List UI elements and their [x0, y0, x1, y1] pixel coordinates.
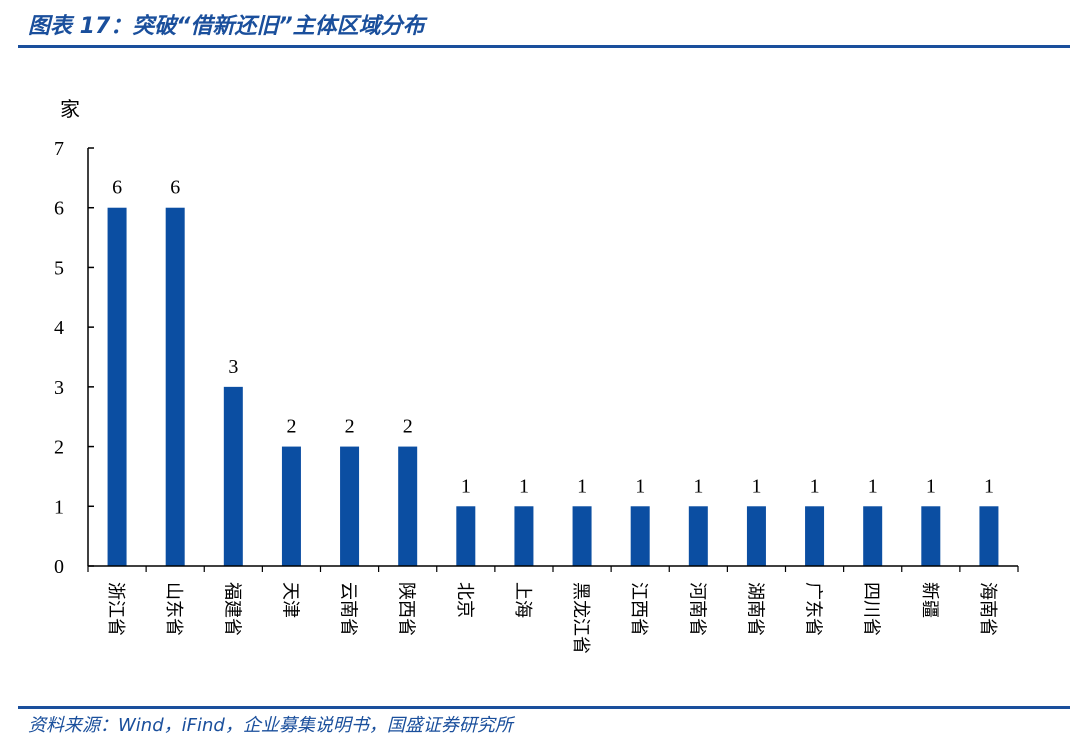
- data-label: 1: [461, 475, 471, 497]
- data-label: 3: [228, 356, 238, 378]
- y-tick-label: 6: [54, 198, 64, 220]
- y-axis-label: 家: [60, 97, 80, 121]
- x-tick-label: 上海: [512, 582, 533, 618]
- y-tick-label: 4: [54, 317, 64, 339]
- bars: 6 6 3 2 2 2 1 1 1 1 1 1 1 1 1 1: [107, 177, 999, 566]
- bar: [746, 506, 766, 566]
- data-label: 6: [170, 177, 180, 199]
- bar: [456, 506, 476, 566]
- y-axis: 0 1 2 3 4 5 6 7 家: [54, 97, 94, 578]
- data-label: 1: [868, 475, 878, 497]
- bar: [398, 446, 418, 566]
- x-tick-label: 海南省: [977, 582, 998, 636]
- data-label: 2: [286, 416, 296, 438]
- bar: [281, 446, 301, 566]
- x-tick-label: 湖南省: [744, 582, 765, 636]
- x-axis: 浙江省 山东省 福建省 天津 云南省 陕西省 北京 上海 黑龙江省 江西省 河南省 湖南省 广东省 四川省…: [87, 565, 1019, 654]
- data-label: 2: [403, 416, 413, 438]
- x-tick-label: 广东省: [803, 582, 824, 636]
- data-label: 2: [345, 416, 355, 438]
- y-tick-label: 5: [54, 257, 64, 279]
- data-label: 1: [810, 475, 820, 497]
- data-label: 1: [751, 475, 761, 497]
- bar: [165, 207, 185, 566]
- header-rule: [18, 45, 1070, 48]
- x-tick-label: 陕西省: [396, 582, 417, 636]
- x-tick-label: 福建省: [221, 582, 242, 636]
- bar: [340, 446, 360, 566]
- bar: [863, 506, 883, 566]
- bar: [572, 506, 592, 566]
- data-label: 1: [635, 475, 645, 497]
- y-tick-label: 3: [54, 377, 64, 399]
- data-label: 1: [984, 475, 994, 497]
- x-tick-label: 四川省: [861, 582, 882, 636]
- data-label: 1: [693, 475, 703, 497]
- x-tick-label: 山东省: [163, 582, 184, 636]
- data-label: 1: [519, 475, 529, 497]
- y-tick-label: 7: [54, 138, 64, 160]
- bar: [805, 506, 825, 566]
- bar: [514, 506, 534, 566]
- y-tick-label: 2: [54, 437, 64, 459]
- x-tick-label: 江西省: [628, 582, 649, 636]
- x-tick-label: 云南省: [338, 582, 359, 636]
- data-label: 1: [577, 475, 587, 497]
- chart-title: 图表 17：突破“借新还旧”主体区域分布: [28, 14, 425, 39]
- source-note: 资料来源：Wind，iFind，企业募集说明书，国盛证券研究所: [28, 715, 513, 736]
- bar: [921, 506, 941, 566]
- data-label: 1: [926, 475, 936, 497]
- footer-rule: [18, 706, 1070, 709]
- bar: [688, 506, 708, 566]
- y-tick-label: 0: [54, 556, 64, 578]
- bar: [979, 506, 999, 566]
- x-tick-label: 黑龙江省: [570, 582, 591, 654]
- x-tick-label: 河南省: [686, 582, 707, 636]
- bar: [107, 207, 127, 566]
- x-tick-label: 新疆: [919, 582, 940, 618]
- data-label: 6: [112, 177, 122, 199]
- y-tick-label: 1: [54, 496, 64, 518]
- bar: [630, 506, 650, 566]
- header: 图表 17：突破“借新还旧”主体区域分布: [0, 0, 1080, 48]
- x-tick-label: 天津: [279, 582, 300, 618]
- x-tick-label: 北京: [454, 582, 475, 618]
- x-tick-label: 浙江省: [105, 582, 126, 636]
- bar: [223, 386, 243, 566]
